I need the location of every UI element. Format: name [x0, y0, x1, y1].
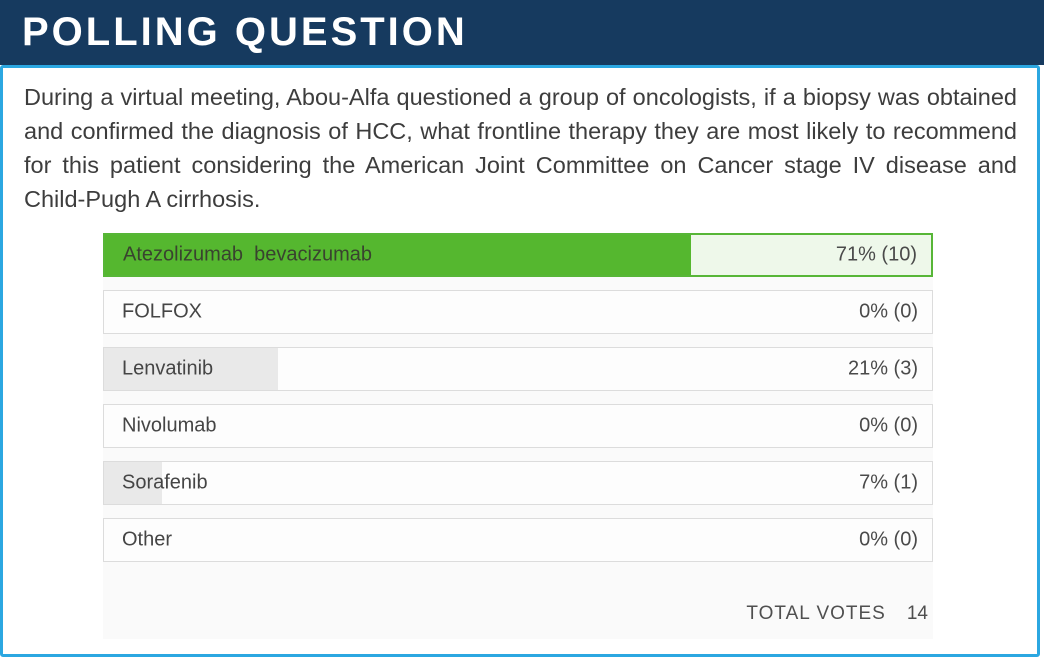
poll-option-result: 0% (0)	[859, 300, 918, 323]
poll-option-label: Atezolizumab bevacizumab	[123, 243, 373, 266]
total-votes-label: TOTAL VOTES	[746, 603, 886, 624]
poll-option-result: 0% (0)	[859, 414, 918, 437]
poll-option-row[interactable]: Atezolizumab bevacizumab 71% (10)	[103, 233, 933, 277]
poll-option-result: 0% (0)	[859, 528, 918, 551]
poll-option-label: Nivolumab	[122, 414, 217, 437]
poll-option-bar-fill	[104, 462, 162, 504]
total-votes-count: 14	[906, 603, 928, 624]
poll-option-result: 7% (1)	[859, 471, 918, 494]
poll-option-result: 21% (3)	[847, 357, 918, 380]
poll-option-row[interactable]: Nivolumab 0% (0)	[103, 404, 933, 448]
poll-option-row[interactable]: Sorafenib 7% (1)	[103, 461, 933, 505]
question-panel: During a virtual meeting, Abou-Alfa ques…	[0, 65, 1040, 657]
poll-option-row[interactable]: FOLFOX 0% (0)	[103, 290, 933, 334]
poll-option-label: Lenvatinib	[122, 357, 214, 380]
poll-option-result: 71% (10)	[835, 243, 917, 266]
poll-option-row[interactable]: Lenvatinib 21% (3)	[103, 347, 933, 391]
poll-option-label: Sorafenib	[122, 471, 208, 494]
poll-option-bar-fill	[104, 348, 278, 390]
total-votes: TOTAL VOTES 14	[103, 603, 933, 625]
poll-option-bar-fill	[105, 235, 692, 275]
page-title: POLLING QUESTION	[22, 10, 468, 54]
poll-results-widget: Atezolizumab bevacizumab 71% (10) FOLFOX…	[103, 233, 933, 639]
header-bar: POLLING QUESTION	[0, 0, 1044, 65]
poll-option-label: FOLFOX	[122, 300, 203, 323]
poll-option-label: Other	[122, 528, 173, 551]
poll-option-row[interactable]: Other 0% (0)	[103, 518, 933, 562]
poll-options: Atezolizumab bevacizumab 71% (10) FOLFOX…	[103, 233, 933, 562]
question-text: During a virtual meeting, Abou-Alfa ques…	[24, 84, 1017, 212]
